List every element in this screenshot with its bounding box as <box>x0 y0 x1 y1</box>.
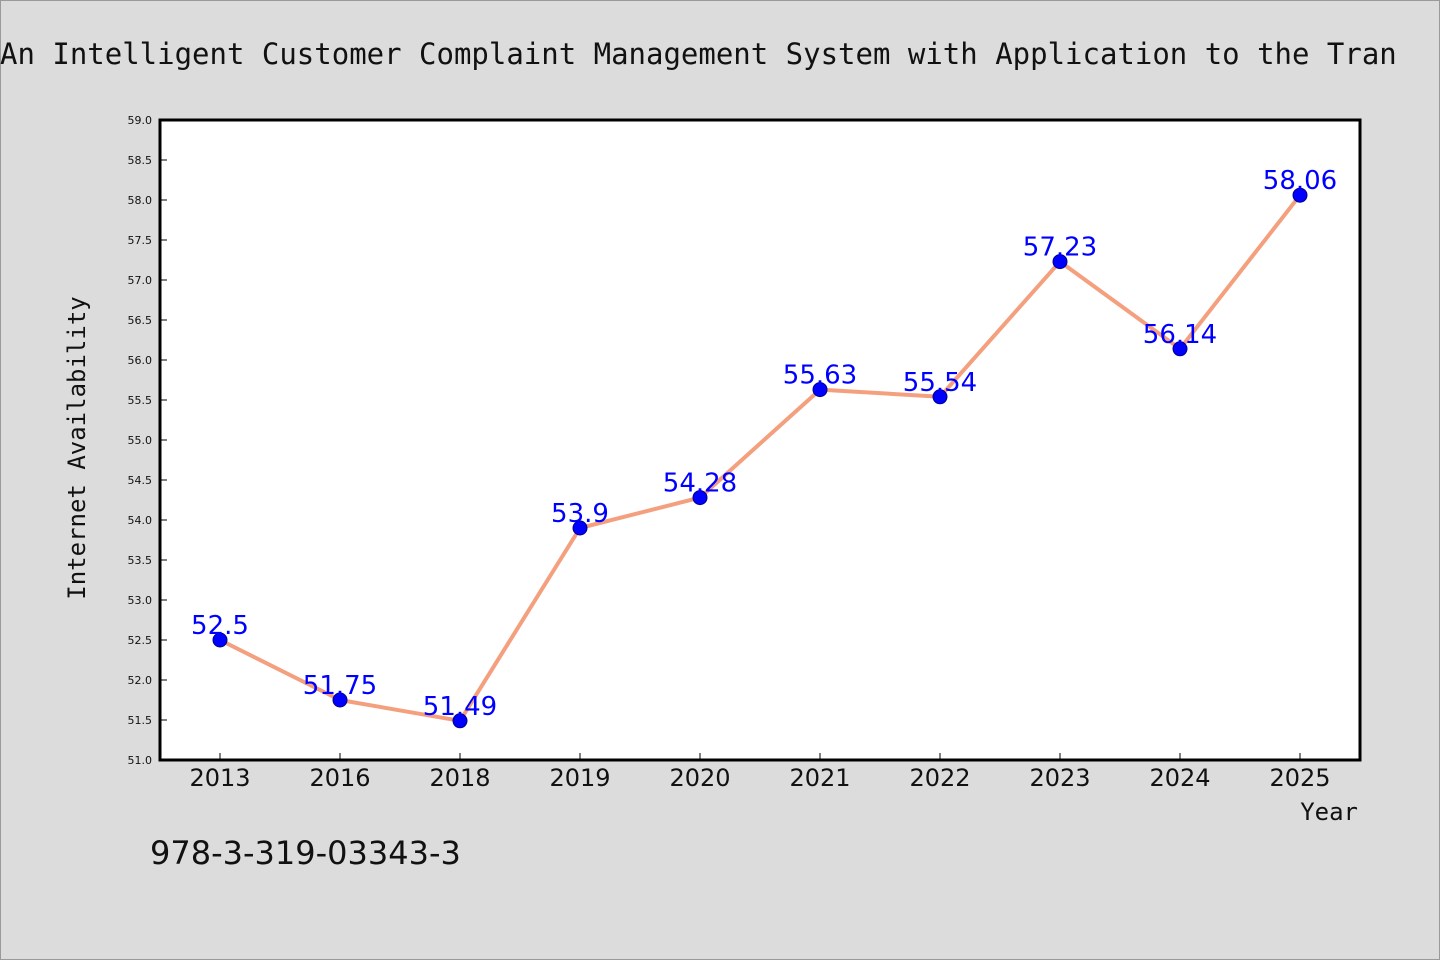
data-label: 55.54 <box>903 368 977 398</box>
data-point <box>1172 341 1188 357</box>
footer-isbn: 978-3-319-03343-3 <box>150 834 461 872</box>
y-tick-label: 54.5 <box>128 474 153 487</box>
data-label: 55.63 <box>783 361 857 391</box>
data-label: 54.28 <box>663 469 737 499</box>
y-tick-label: 52.0 <box>128 674 153 687</box>
y-tick-label: 57.5 <box>128 234 153 247</box>
data-label: 56.14 <box>1143 320 1217 350</box>
chart-title: An Intelligent Customer Complaint Manage… <box>0 37 1397 71</box>
x-tick-label: 2018 <box>429 764 490 792</box>
y-tick-label: 55.5 <box>128 394 153 407</box>
data-label: 51.49 <box>423 692 497 722</box>
data-label: 53.9 <box>551 499 609 529</box>
x-tick-label: 2013 <box>189 764 250 792</box>
series-line <box>219 193 1302 723</box>
x-tick-label: 2022 <box>909 764 970 792</box>
y-tick-label: 55.0 <box>128 434 153 447</box>
y-tick-label: 52.5 <box>128 634 153 647</box>
x-tick-label: 2023 <box>1029 764 1090 792</box>
data-point <box>572 520 588 536</box>
data-point <box>332 692 348 708</box>
series-layer: 52.5 51.75 51.49 53.9 54.28 55.63 55.54 57.23 56… <box>191 166 1337 729</box>
x-tick-label: 2020 <box>669 764 730 792</box>
data-point <box>692 490 708 506</box>
data-label: 57.23 <box>1023 233 1097 263</box>
data-point <box>452 713 468 729</box>
y-tick-label: 54.0 <box>128 514 153 527</box>
y-tick-label: 57.0 <box>128 274 153 287</box>
y-tick-label: 59.0 <box>128 114 153 127</box>
x-tick-label: 2016 <box>309 764 370 792</box>
data-point <box>212 632 228 648</box>
data-point <box>1292 187 1308 203</box>
y-tick-label: 56.0 <box>128 354 153 367</box>
x-tick-label: 2021 <box>789 764 850 792</box>
y-tick-label: 58.0 <box>128 194 153 207</box>
y-tick-label: 53.5 <box>128 554 153 567</box>
x-tick-label: 2025 <box>1269 764 1330 792</box>
y-tick-label: 51.5 <box>128 714 153 727</box>
data-label: 52.5 <box>191 611 249 641</box>
y-tick-label: 51.0 <box>128 754 153 767</box>
data-label: 51.75 <box>303 671 377 701</box>
y-tick-label: 56.5 <box>128 314 153 327</box>
y-tick-label: 53.0 <box>128 594 153 607</box>
x-tick-label: 2019 <box>549 764 610 792</box>
x-axis: 2013 2016 2018 2019 2020 2021 2022 2023 2024 2025 <box>189 753 1331 792</box>
y-axis-label: Internet Availability <box>63 296 91 599</box>
y-axis: 51.0 51.5 52.0 52.5 53.0 53.5 54.0 54.5 55.0 55.5… <box>128 114 167 767</box>
x-axis-label: Year <box>1300 798 1358 826</box>
plot-area <box>158 118 1362 762</box>
data-label: 58.06 <box>1263 166 1337 196</box>
x-tick-label: 2024 <box>1149 764 1210 792</box>
data-point <box>812 382 828 398</box>
y-tick-label: 58.5 <box>128 154 153 167</box>
data-point <box>932 389 948 405</box>
data-point <box>1052 254 1068 270</box>
